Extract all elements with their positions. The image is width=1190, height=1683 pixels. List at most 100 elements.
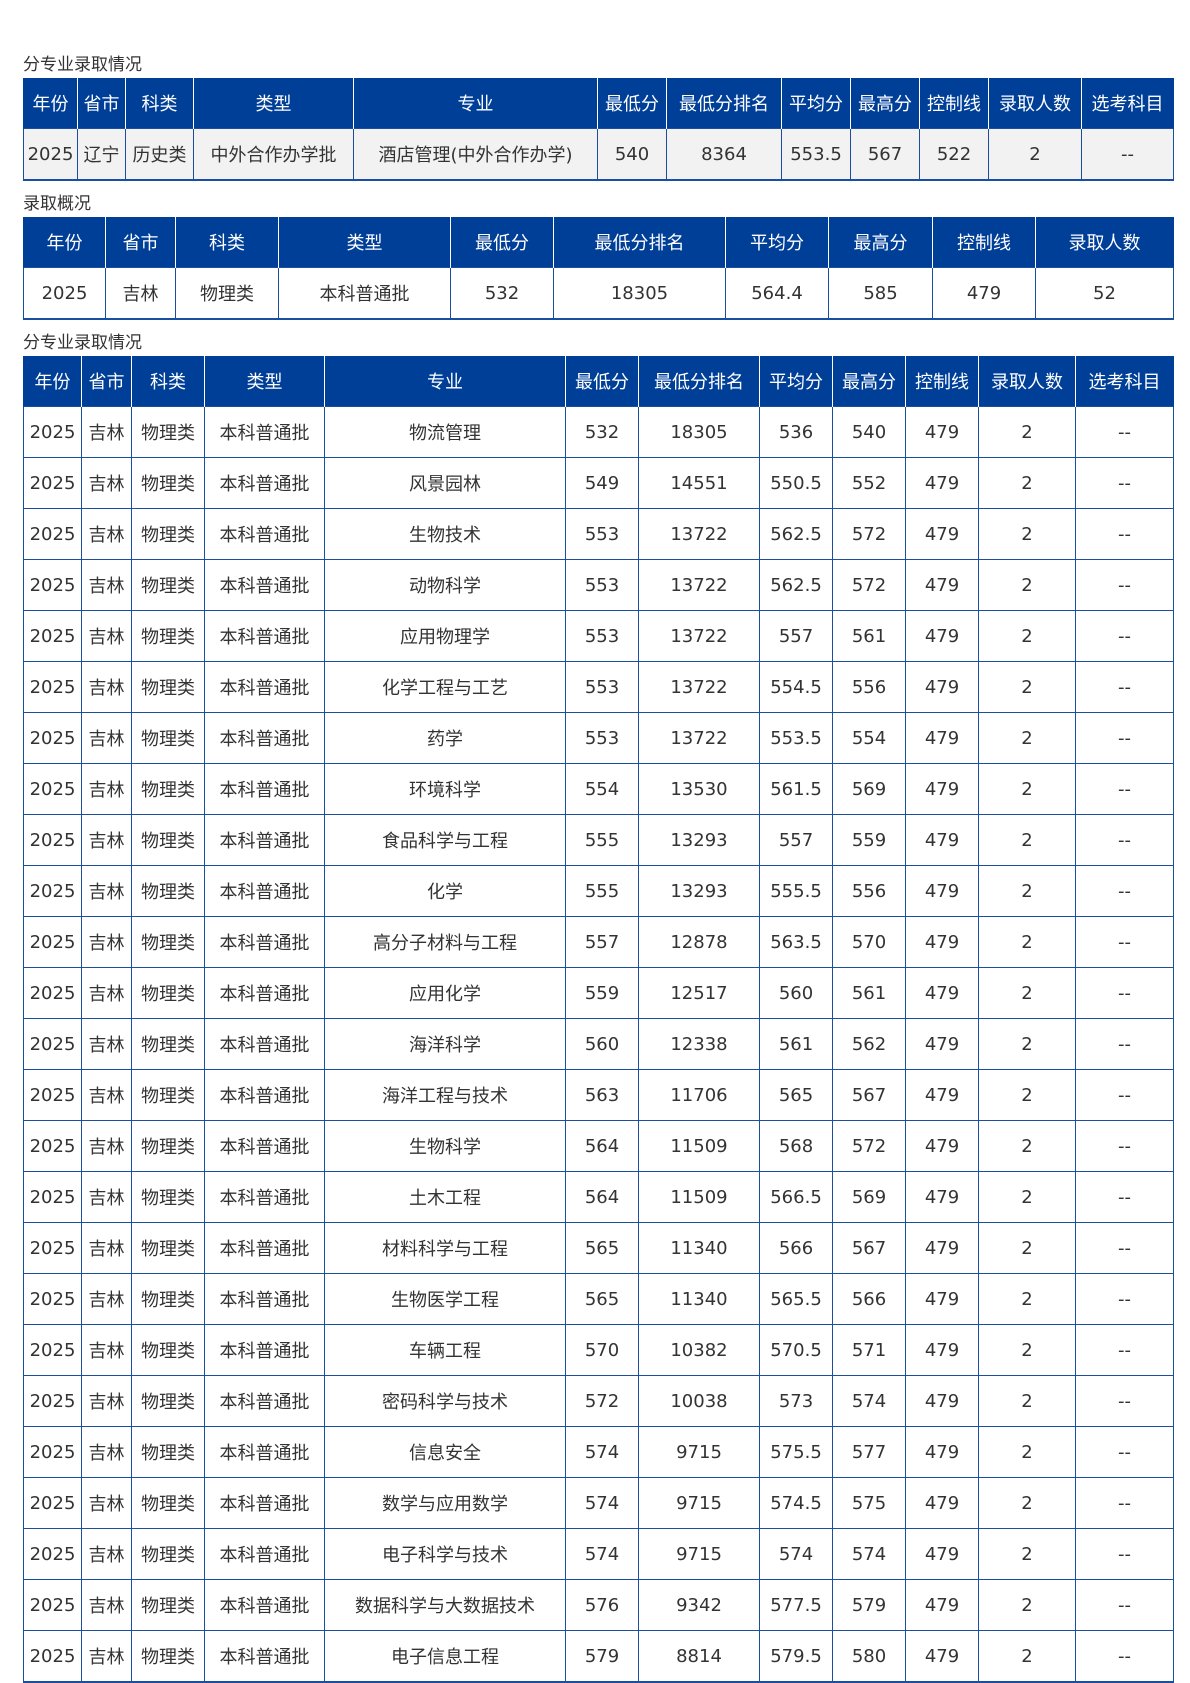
table-cell: 物理类 xyxy=(131,916,205,968)
table-cell: 576 xyxy=(565,1579,639,1631)
table-cell: 577.5 xyxy=(759,1579,833,1631)
table-cell: 522 xyxy=(919,128,989,181)
table-cell: 车辆工程 xyxy=(324,1324,566,1376)
table-cell: 2 xyxy=(978,1018,1076,1070)
table-cell: 吉林 xyxy=(81,865,132,917)
table-cell: 550.5 xyxy=(759,457,833,509)
table-cell: 本科普通批 xyxy=(204,559,325,611)
table-row: 2025 吉林 物理类 本科普通批 数学与应用数学 574 9715 574.5 575 479 2… xyxy=(23,1477,1174,1529)
table-cell: 吉林 xyxy=(81,1324,132,1376)
table-cell: 物理类 xyxy=(131,457,205,509)
table-cell: 532 xyxy=(450,267,554,320)
table-cell: 本科普通批 xyxy=(204,1324,325,1376)
table-cell: 13530 xyxy=(638,763,760,815)
table-cell: 2025 xyxy=(23,457,82,509)
table-cell: -- xyxy=(1075,1528,1174,1580)
table-cell: 13293 xyxy=(638,865,760,917)
table-cell: 2 xyxy=(978,712,1076,764)
section-title-admission-overview: 录取概况 xyxy=(23,194,91,214)
table-cell: 10382 xyxy=(638,1324,760,1376)
table-cell: 13722 xyxy=(638,559,760,611)
table-cell: 吉林 xyxy=(81,508,132,560)
table-cell: 海洋工程与技术 xyxy=(324,1069,566,1121)
table-cell: 物理类 xyxy=(175,267,279,320)
table-cell: 吉林 xyxy=(81,763,132,815)
table-cell: 本科普通批 xyxy=(204,508,325,560)
table-row: 2025 吉林 物理类 本科普通批 海洋科学 560 12338 561 562 479 2 -- xyxy=(23,1018,1174,1070)
table-cell: 2 xyxy=(978,1375,1076,1427)
table-cell: 吉林 xyxy=(81,1630,132,1683)
table-cell: 566 xyxy=(832,1273,906,1325)
table-cell: 11340 xyxy=(638,1273,760,1325)
table-cell: 酒店管理(中外合作办学) xyxy=(353,128,598,181)
table-cell: 575 xyxy=(832,1477,906,1529)
table-cell: 物理类 xyxy=(131,661,205,713)
column-header: 年份 xyxy=(23,78,78,129)
column-header: 科类 xyxy=(125,78,194,129)
table-cell: 479 xyxy=(905,1324,979,1376)
column-header: 控制线 xyxy=(905,356,979,407)
table-cell: 2 xyxy=(978,1273,1076,1325)
table-cell: -- xyxy=(1075,1222,1174,1274)
column-header: 类型 xyxy=(278,217,451,268)
table-cell: 吉林 xyxy=(81,1528,132,1580)
table-row: 2025 吉林 物理类 本科普通批 化学 555 13293 555.5 556 479 2 -- xyxy=(23,865,1174,917)
table-cell: 2025 xyxy=(23,1324,82,1376)
table-cell: 吉林 xyxy=(81,1579,132,1631)
table-cell: 14551 xyxy=(638,457,760,509)
table-row: 2025 吉林 物理类 本科普通批 生物医学工程 565 11340 565.5 566 479 2… xyxy=(23,1273,1174,1325)
column-header: 最低分 xyxy=(450,217,554,268)
table-cell: 567 xyxy=(832,1222,906,1274)
table-cell: 应用化学 xyxy=(324,967,566,1019)
table-cell: -- xyxy=(1075,1426,1174,1478)
table-cell: 12517 xyxy=(638,967,760,1019)
table-cell: 479 xyxy=(905,406,979,458)
table-cell: 物理类 xyxy=(131,814,205,866)
table-cell: 567 xyxy=(832,1069,906,1121)
table-cell: 9715 xyxy=(638,1477,760,1529)
table-cell: 555 xyxy=(565,814,639,866)
table-cell: 吉林 xyxy=(81,1375,132,1427)
table-cell: 2025 xyxy=(23,1171,82,1223)
table-cell: 479 xyxy=(905,1069,979,1121)
table-cell: 479 xyxy=(905,1222,979,1274)
table-cell: 565.5 xyxy=(759,1273,833,1325)
table-cell: 479 xyxy=(905,457,979,509)
table-cell: 577 xyxy=(832,1426,906,1478)
table-cell: 574 xyxy=(565,1477,639,1529)
major-admission-table-liaoning: 年份 省市 科类 类型 专业 最低分 最低分排名 平均分 最高分 控制线 录取人数 选考科目 2025 辽… xyxy=(23,78,1174,181)
column-header: 年份 xyxy=(23,217,106,268)
table-cell: 479 xyxy=(905,1426,979,1478)
table-cell: 物理类 xyxy=(131,712,205,764)
table-cell: 2 xyxy=(978,508,1076,560)
table-cell: 物理类 xyxy=(131,1120,205,1172)
table-cell: 12878 xyxy=(638,916,760,968)
table-cell: 2 xyxy=(978,1477,1076,1529)
table-cell: 吉林 xyxy=(81,1120,132,1172)
table-cell: 物流管理 xyxy=(324,406,566,458)
table-cell: 高分子材料与工程 xyxy=(324,916,566,968)
table-cell: 540 xyxy=(832,406,906,458)
column-header: 控制线 xyxy=(932,217,1036,268)
table-cell: 562.5 xyxy=(759,508,833,560)
table-cell: 559 xyxy=(565,967,639,1019)
column-header: 控制线 xyxy=(919,78,989,129)
column-header: 最低分排名 xyxy=(553,217,726,268)
table-cell: 2025 xyxy=(23,661,82,713)
table-cell: -- xyxy=(1075,457,1174,509)
table-cell: 570 xyxy=(565,1324,639,1376)
table-cell: 552 xyxy=(832,457,906,509)
table-cell: 吉林 xyxy=(81,406,132,458)
table-cell: 579 xyxy=(565,1630,639,1683)
table-cell: 18305 xyxy=(638,406,760,458)
table-cell: 479 xyxy=(905,610,979,662)
table-cell: -- xyxy=(1075,865,1174,917)
table-cell: 食品科学与工程 xyxy=(324,814,566,866)
table-cell: -- xyxy=(1075,559,1174,611)
column-header: 平均分 xyxy=(781,78,851,129)
table-cell: 吉林 xyxy=(81,1069,132,1121)
table-cell: 554 xyxy=(832,712,906,764)
table-cell: 土木工程 xyxy=(324,1171,566,1223)
table-cell: 479 xyxy=(905,865,979,917)
table-cell: 564 xyxy=(565,1171,639,1223)
